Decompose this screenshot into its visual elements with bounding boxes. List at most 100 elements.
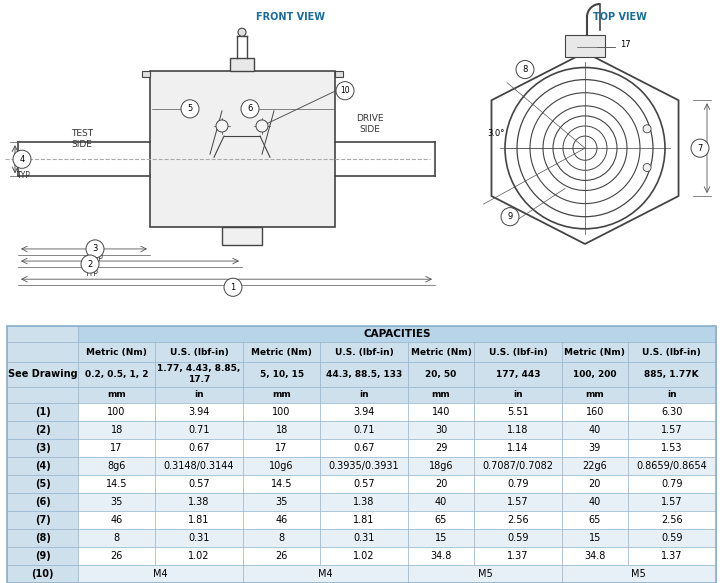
Bar — [7, 457, 78, 475]
Bar — [320, 511, 408, 529]
Circle shape — [86, 240, 104, 258]
Bar — [155, 547, 243, 565]
Bar — [7, 421, 78, 439]
Bar — [320, 342, 408, 361]
Text: TYP: TYP — [17, 171, 31, 180]
Bar — [78, 529, 155, 547]
Text: 17: 17 — [111, 443, 123, 453]
Text: 8g6: 8g6 — [108, 461, 126, 471]
Text: 1.14: 1.14 — [508, 443, 529, 453]
Bar — [562, 547, 628, 565]
Bar — [155, 342, 243, 361]
Bar — [474, 421, 562, 439]
Bar — [562, 439, 628, 457]
Bar — [7, 342, 78, 361]
Text: mm: mm — [432, 391, 450, 399]
Text: (8): (8) — [35, 533, 51, 543]
Bar — [408, 475, 474, 493]
Text: 3.0°: 3.0° — [487, 128, 505, 138]
Bar — [474, 547, 562, 565]
Bar — [320, 421, 408, 439]
Bar — [243, 439, 320, 457]
Text: 0.67: 0.67 — [354, 443, 375, 453]
Text: 6: 6 — [247, 104, 252, 113]
Bar — [7, 475, 78, 493]
Bar — [408, 403, 474, 421]
Text: 0.59: 0.59 — [507, 533, 529, 543]
Bar — [78, 361, 155, 387]
Text: 0.57: 0.57 — [188, 479, 210, 489]
Text: (2): (2) — [35, 425, 51, 435]
Bar — [155, 457, 243, 475]
Text: 1.53: 1.53 — [661, 443, 683, 453]
Bar — [78, 475, 155, 493]
Bar — [628, 439, 716, 457]
Text: (1): (1) — [35, 407, 51, 417]
Text: 44.3, 88.5, 133: 44.3, 88.5, 133 — [326, 370, 402, 379]
Text: (9): (9) — [35, 551, 51, 561]
Bar — [408, 547, 474, 565]
Text: 100: 100 — [108, 407, 126, 417]
Circle shape — [643, 163, 651, 171]
Bar — [7, 326, 78, 342]
Text: 3.94: 3.94 — [189, 407, 210, 417]
Text: 0.67: 0.67 — [189, 443, 210, 453]
Text: U.S. (lbf-in): U.S. (lbf-in) — [489, 347, 547, 357]
Bar — [243, 511, 320, 529]
Bar — [408, 361, 474, 387]
Circle shape — [81, 255, 99, 273]
Text: 30: 30 — [435, 425, 447, 435]
Text: FRONT VIEW: FRONT VIEW — [255, 12, 325, 22]
Bar — [142, 71, 150, 76]
Text: 22g6: 22g6 — [583, 461, 607, 471]
Text: 8: 8 — [114, 533, 120, 543]
Bar — [78, 342, 155, 361]
Circle shape — [216, 120, 228, 132]
Circle shape — [181, 100, 199, 118]
Text: 1: 1 — [231, 283, 236, 292]
Text: 7: 7 — [697, 143, 703, 153]
Text: 17: 17 — [275, 443, 288, 453]
Bar — [78, 565, 243, 583]
Text: 0.31: 0.31 — [354, 533, 375, 543]
Bar — [562, 475, 628, 493]
Bar — [562, 361, 628, 387]
Text: TOP VIEW: TOP VIEW — [593, 12, 647, 22]
Bar — [243, 403, 320, 421]
Bar — [474, 387, 562, 403]
Bar — [155, 421, 243, 439]
Bar — [78, 511, 155, 529]
Circle shape — [238, 28, 246, 36]
Text: 1.37: 1.37 — [661, 551, 683, 561]
Text: 1.57: 1.57 — [661, 497, 683, 507]
Text: 177, 443: 177, 443 — [496, 370, 540, 379]
Text: 29: 29 — [435, 443, 448, 453]
Text: 1.57: 1.57 — [661, 425, 683, 435]
Bar — [155, 361, 243, 387]
Text: 35: 35 — [275, 497, 288, 507]
Text: 15: 15 — [589, 533, 601, 543]
Text: 40: 40 — [589, 497, 601, 507]
Text: 20, 50: 20, 50 — [425, 370, 457, 379]
Circle shape — [336, 82, 354, 100]
Bar — [628, 387, 716, 403]
Bar — [628, 475, 716, 493]
Text: 1.02: 1.02 — [354, 551, 375, 561]
Text: (4): (4) — [35, 461, 51, 471]
Bar — [562, 511, 628, 529]
Bar — [562, 342, 628, 361]
Bar — [78, 387, 155, 403]
Bar — [320, 493, 408, 511]
Bar — [408, 457, 474, 475]
Text: 10g6: 10g6 — [270, 461, 294, 471]
Text: 1.02: 1.02 — [189, 551, 210, 561]
Text: 3.94: 3.94 — [354, 407, 375, 417]
Bar — [562, 493, 628, 511]
Text: 26: 26 — [111, 551, 123, 561]
Bar — [628, 457, 716, 475]
Bar — [628, 493, 716, 511]
Text: M4: M4 — [153, 569, 168, 579]
Text: 40: 40 — [435, 497, 447, 507]
Bar — [408, 565, 562, 583]
Text: in: in — [513, 391, 523, 399]
